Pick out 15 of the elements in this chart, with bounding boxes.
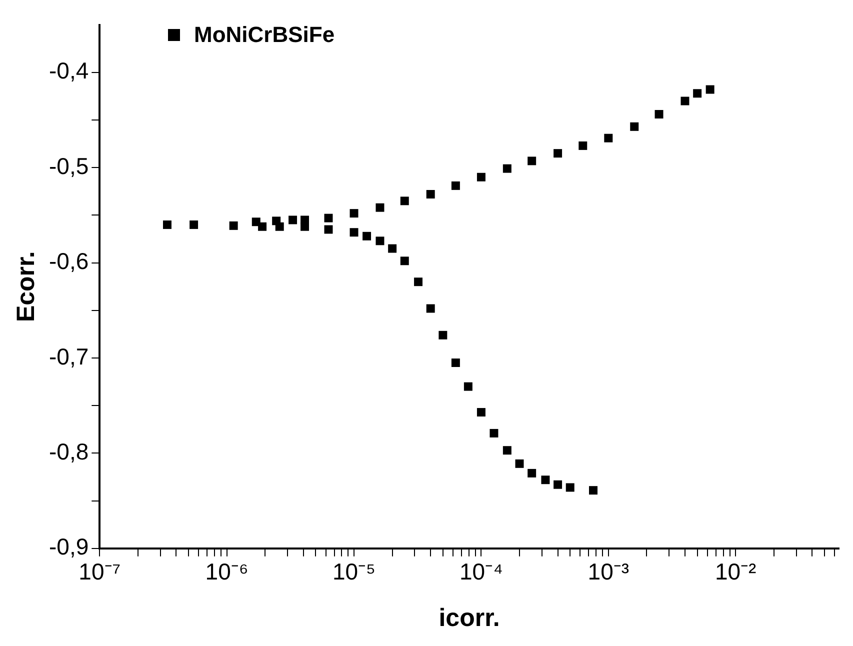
y-tick-label: -0,6: [48, 248, 89, 274]
x-tick-label: 10⁻²: [714, 558, 757, 585]
x-tick-label: 10⁻³: [588, 558, 630, 585]
y-axis-title: Ecorr.: [12, 251, 40, 322]
y-tick-label: -0,4: [48, 58, 89, 84]
legend-label: MoNiCrBSiFe: [194, 22, 335, 48]
x-axis-title: icorr.: [438, 604, 500, 632]
y-tick-label: -0,5: [48, 152, 89, 179]
x-tick-label: 10⁻⁶: [205, 558, 248, 585]
y-tick-label: -0,9: [48, 534, 89, 560]
x-tick-label: 10⁻⁷: [78, 558, 121, 585]
x-tick-label: 10⁻⁴: [459, 558, 503, 585]
y-tick-label: -0,8: [48, 438, 89, 465]
y-tick-label: -0,7: [48, 343, 89, 370]
x-tick-label: 10⁻⁵: [332, 558, 376, 585]
